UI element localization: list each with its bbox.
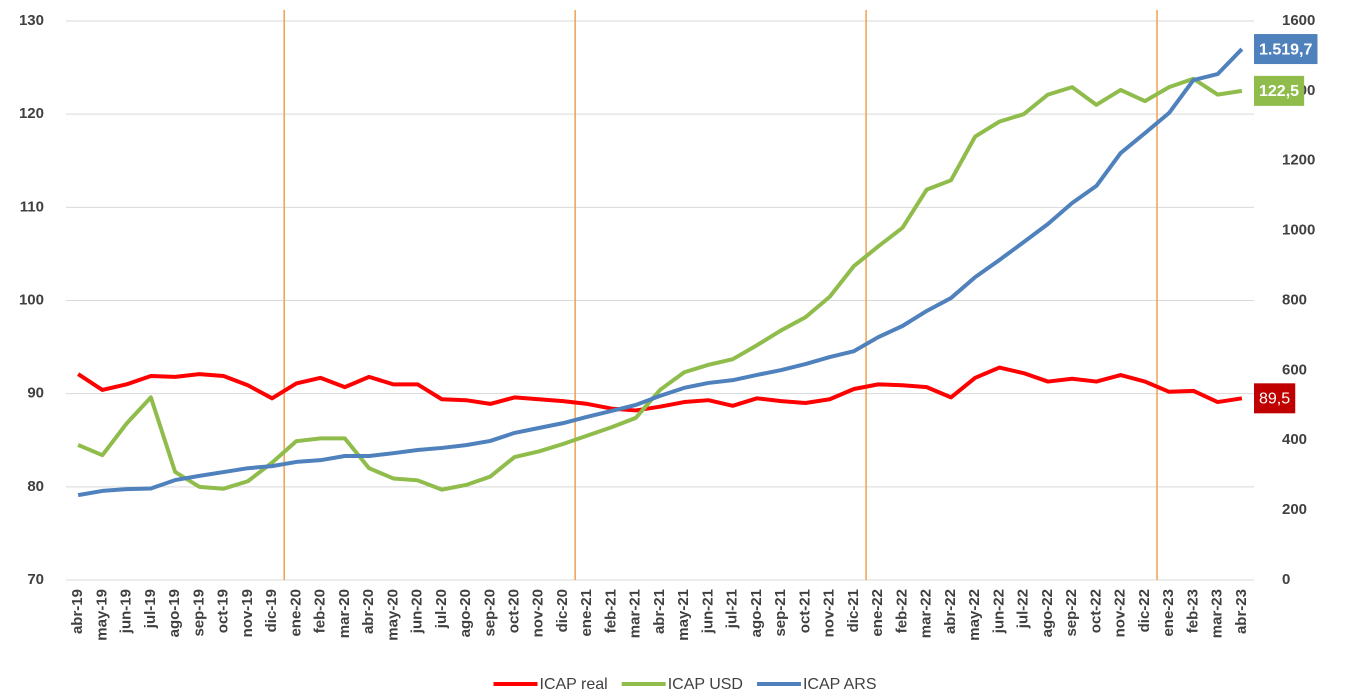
x-tick-label: ene-23	[1160, 589, 1177, 637]
x-tick-label: dic-22	[1136, 589, 1153, 632]
x-tick-label: feb-22	[893, 589, 910, 633]
y-tick-label: 70	[27, 571, 44, 588]
end-label-box	[1254, 383, 1296, 414]
x-tick-label: may-20	[384, 589, 401, 641]
end-label: 122,5	[1254, 75, 1305, 106]
x-tick-label: nov-19	[239, 589, 256, 637]
x-tick-label: mar-20	[336, 589, 353, 638]
x-tick-label: ene-22	[869, 589, 886, 637]
x-tick-label: feb-21	[602, 589, 619, 633]
y2-tick-label: 0	[1282, 571, 1290, 588]
x-tick-label: abr-23	[1233, 589, 1250, 634]
end-label-text: 1.519,7	[1259, 41, 1312, 58]
x-tick-label: oct-22	[1087, 589, 1104, 633]
y2-tick-label: 200	[1282, 501, 1307, 518]
legend-label: ICAP real	[540, 676, 608, 693]
end-label-text: 89,5	[1259, 391, 1290, 408]
series-line	[77, 47, 1244, 498]
end-label-box	[1254, 75, 1305, 106]
x-tick-label: jul-21	[724, 589, 741, 629]
x-tick-label: nov-20	[530, 589, 547, 637]
y-tick-label: 80	[27, 478, 44, 495]
x-tick-label: ago-22	[1039, 589, 1056, 637]
x-tick-label: may-19	[93, 589, 110, 641]
y-tick-label: 110	[20, 198, 44, 215]
x-tick-label: oct-21	[796, 589, 813, 633]
x-tick-label: ene-20	[287, 589, 304, 637]
x-tick-label: oct-20	[505, 589, 522, 633]
x-tick-label: mar-21	[627, 589, 644, 638]
x-tick-label: abr-19	[69, 589, 86, 634]
x-tick-label: abr-20	[360, 589, 377, 634]
end-label-box	[1254, 34, 1318, 65]
legend: ICAP real ICAP USD ICAP ARS	[493, 676, 877, 693]
x-tick-label: jul-19	[142, 589, 159, 629]
x-tick-label: mar-23	[1209, 589, 1226, 638]
x-tick-label: ago-21	[748, 589, 765, 637]
y2-tick-label: 1200	[1282, 152, 1315, 169]
x-tick-label: may-21	[675, 589, 692, 641]
x-tick-label: jun-22	[990, 589, 1007, 634]
x-tick-label: sep-21	[772, 589, 789, 637]
y2-tick-label: 600	[1282, 361, 1307, 378]
x-tick-label: sep-22	[1063, 589, 1080, 637]
x-tick-label: dic-20	[554, 589, 571, 632]
x-tick-label: sep-19	[190, 589, 207, 637]
end-label-text: 122,5	[1259, 83, 1299, 100]
x-tick-label: abr-21	[651, 589, 668, 634]
x-tick-label: jun-20	[409, 589, 426, 634]
end-label: 1.519,7	[1254, 34, 1318, 65]
y-tick-label: 90	[27, 385, 44, 402]
y2-tick-label: 400	[1282, 431, 1307, 448]
x-tick-label: jun-19	[118, 589, 135, 634]
end-label: 89,5	[1254, 383, 1296, 414]
x-tick-label: nov-22	[1112, 589, 1129, 637]
x-tick-label: abr-22	[942, 589, 959, 634]
x-tick-label: jul-22	[1015, 589, 1032, 629]
series-line	[77, 76, 1243, 492]
x-tick-label: ago-20	[457, 589, 474, 637]
x-tick-label: mar-22	[918, 589, 935, 638]
x-tick-label: feb-20	[312, 589, 329, 633]
legend-label: ICAP ARS	[803, 676, 877, 693]
x-tick-label: oct-19	[215, 589, 232, 633]
x-tick-label: ene-21	[578, 589, 595, 637]
y-tick-label: 120	[19, 105, 44, 122]
y-tick-label: 100	[19, 291, 44, 308]
x-tick-label: may-22	[966, 589, 983, 641]
y2-tick-label: 1000	[1282, 222, 1315, 239]
y2-tick-label: 800	[1282, 291, 1307, 308]
x-tick-label: jul-20	[433, 589, 450, 629]
x-tick-label: dic-21	[845, 589, 862, 632]
series-line	[77, 365, 1243, 413]
x-tick-label: ago-19	[166, 589, 183, 637]
x-tick-label: sep-20	[481, 589, 498, 637]
x-tick-label: feb-23	[1184, 589, 1201, 633]
x-tick-label: nov-21	[821, 589, 838, 637]
x-tick-label: jun-21	[699, 589, 716, 634]
x-tick-label: dic-19	[263, 589, 280, 632]
y2-tick-label: 1600	[1282, 12, 1315, 29]
y-tick-label: 130	[19, 12, 44, 29]
legend-label: ICAP USD	[668, 676, 743, 693]
